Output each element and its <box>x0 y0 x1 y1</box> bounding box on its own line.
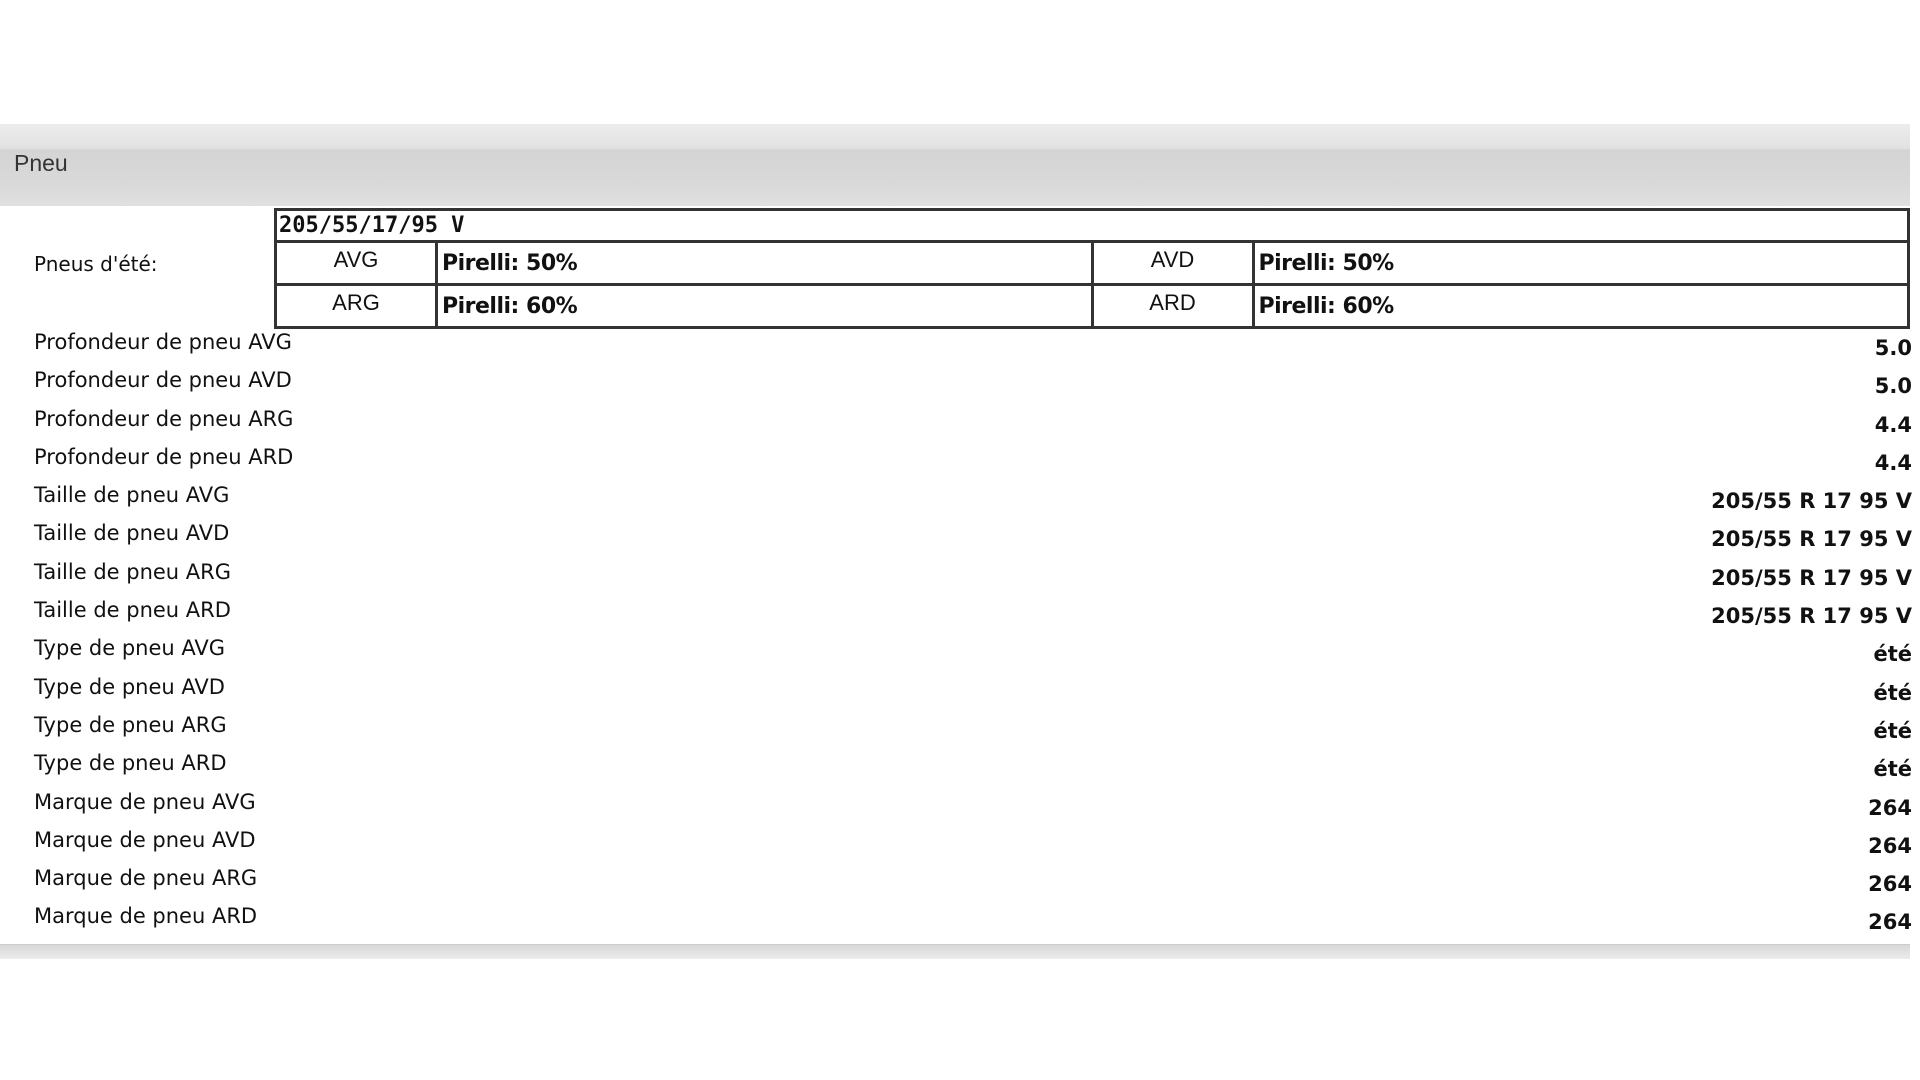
detail-label: Profondeur de pneu AVD <box>34 368 292 393</box>
detail-row: Taille de pneu AVG 205/55 R 17 95 V <box>0 483 1912 521</box>
position-avg: AVG <box>274 240 438 286</box>
detail-value: été <box>1873 757 1912 782</box>
value-arg: Pirelli: 60% <box>435 283 1094 329</box>
summer-tires-table: 205/55/17/95 V AVG Pirelli: 50% AVD Pire… <box>274 208 1910 329</box>
detail-value: 205/55 R 17 95 V <box>1711 565 1912 590</box>
detail-row: Profondeur de pneu ARG 4.4 <box>0 407 1912 445</box>
detail-row: Taille de pneu ARG 205/55 R 17 95 V <box>0 560 1912 598</box>
detail-value: 4.4 <box>1874 412 1912 437</box>
tire-details-list: Profondeur de pneu AVG 5.0 Profondeur de p… <box>0 330 1912 943</box>
front-row: AVG Pirelli: 50% AVD Pirelli: 50% <box>274 240 1910 286</box>
rear-row: ARG Pirelli: 60% ARD Pirelli: 60% <box>274 283 1910 329</box>
detail-row: Taille de pneu AVD 205/55 R 17 95 V <box>0 521 1912 559</box>
detail-value: 205/55 R 17 95 V <box>1711 489 1912 514</box>
detail-row: Type de pneu ARG été <box>0 713 1912 751</box>
detail-value: 264 <box>1868 872 1912 897</box>
detail-label: Profondeur de pneu ARG <box>34 406 294 431</box>
detail-label: Taille de pneu ARG <box>34 559 232 584</box>
detail-row: Profondeur de pneu ARD 4.4 <box>0 445 1912 483</box>
position-arg: ARG <box>274 283 438 329</box>
tire-size-row: 205/55/17/95 V <box>274 208 1910 243</box>
value-avd: Pirelli: 50% <box>1251 240 1910 286</box>
section-title: Pneu <box>14 150 68 176</box>
detail-value: 264 <box>1868 910 1912 935</box>
detail-value: été <box>1873 718 1912 743</box>
detail-label: Taille de pneu AVD <box>34 521 230 546</box>
detail-value: 5.0 <box>1874 374 1912 399</box>
detail-label: Marque de pneu AVG <box>34 789 256 814</box>
detail-row: Marque de pneu ARD 264 <box>0 904 1912 942</box>
detail-label: Type de pneu AVD <box>34 674 225 699</box>
detail-row: Type de pneu ARD été <box>0 751 1912 789</box>
detail-row: Taille de pneu ARD 205/55 R 17 95 V <box>0 598 1912 636</box>
detail-value: 4.4 <box>1874 450 1912 475</box>
summer-tires-label: Pneus d'été: <box>34 252 158 276</box>
detail-row: Profondeur de pneu AVG 5.0 <box>0 330 1912 368</box>
detail-value: été <box>1873 680 1912 705</box>
detail-label: Marque de pneu AVD <box>34 827 256 852</box>
detail-label: Marque de pneu ARG <box>34 866 258 891</box>
detail-row: Profondeur de pneu AVD 5.0 <box>0 368 1912 406</box>
detail-value: été <box>1873 642 1912 667</box>
value-ard: Pirelli: 60% <box>1251 283 1910 329</box>
tire-size: 205/55/17/95 V <box>274 208 1910 243</box>
detail-value: 205/55 R 17 95 V <box>1711 604 1912 629</box>
detail-label: Profondeur de pneu AVG <box>34 330 292 354</box>
detail-value: 5.0 <box>1874 336 1912 360</box>
detail-label: Type de pneu ARD <box>34 751 227 776</box>
detail-row: Marque de pneu AVD 264 <box>0 828 1912 866</box>
section-footer <box>0 944 1910 959</box>
detail-row: Type de pneu AVG été <box>0 636 1912 674</box>
detail-value: 264 <box>1868 833 1912 858</box>
position-ard: ARD <box>1090 283 1255 329</box>
detail-label: Taille de pneu AVG <box>34 483 230 508</box>
detail-label: Taille de pneu ARD <box>34 598 231 623</box>
detail-value: 205/55 R 17 95 V <box>1711 527 1912 552</box>
detail-label: Type de pneu AVG <box>34 636 226 661</box>
detail-value: 264 <box>1868 795 1912 820</box>
section-header: Pneu <box>0 124 1910 206</box>
detail-row: Type de pneu AVD été <box>0 675 1912 713</box>
detail-label: Type de pneu ARG <box>34 712 227 737</box>
value-avg: Pirelli: 50% <box>435 240 1094 286</box>
position-avd: AVD <box>1090 240 1255 286</box>
detail-label: Profondeur de pneu ARD <box>34 444 294 469</box>
detail-row: Marque de pneu AVG 264 <box>0 790 1912 828</box>
detail-label: Marque de pneu ARD <box>34 904 258 929</box>
detail-row: Marque de pneu ARG 264 <box>0 866 1912 904</box>
